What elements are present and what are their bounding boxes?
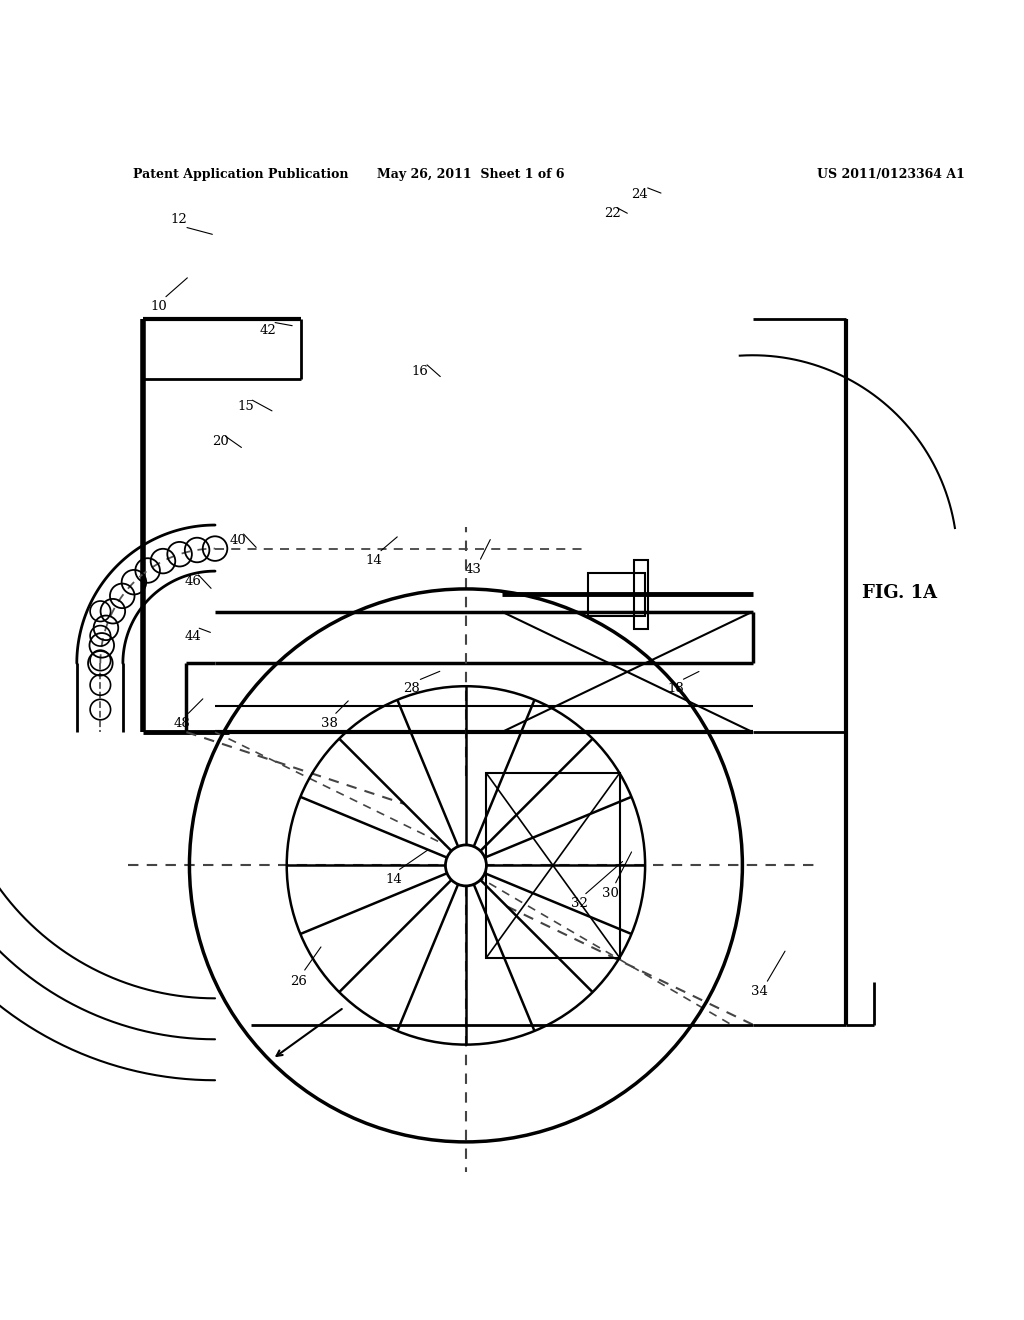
Text: 46: 46 [184, 574, 201, 587]
Text: 26: 26 [291, 975, 307, 989]
Bar [486, 774, 620, 957]
Text: 15: 15 [238, 400, 254, 413]
Text: 12: 12 [171, 213, 187, 226]
Text: 20: 20 [212, 436, 228, 449]
Text: 14: 14 [366, 554, 382, 568]
Text: 44: 44 [184, 630, 201, 643]
Text: 30: 30 [602, 887, 618, 900]
Text: 32: 32 [571, 898, 588, 911]
Text: 40: 40 [229, 533, 246, 546]
Text: 14: 14 [386, 873, 402, 886]
Text: 22: 22 [604, 207, 621, 220]
Text: 18: 18 [668, 682, 684, 696]
Text: Patent Application Publication: Patent Application Publication [133, 168, 348, 181]
Text: 48: 48 [174, 717, 190, 730]
Bar [634, 560, 648, 628]
Text: 28: 28 [403, 682, 420, 696]
Text: FIG. 1A: FIG. 1A [861, 585, 937, 602]
Text: US 2011/0123364 A1: US 2011/0123364 A1 [817, 168, 965, 181]
Circle shape [445, 845, 486, 886]
Text: 42: 42 [260, 323, 276, 337]
Text: 38: 38 [322, 717, 338, 730]
Text: 43: 43 [465, 564, 481, 577]
Bar [588, 573, 645, 616]
Text: 34: 34 [752, 985, 768, 998]
Text: May 26, 2011  Sheet 1 of 6: May 26, 2011 Sheet 1 of 6 [377, 168, 565, 181]
Text: 10: 10 [151, 300, 167, 313]
Text: 16: 16 [412, 364, 428, 378]
Text: 24: 24 [632, 187, 648, 201]
